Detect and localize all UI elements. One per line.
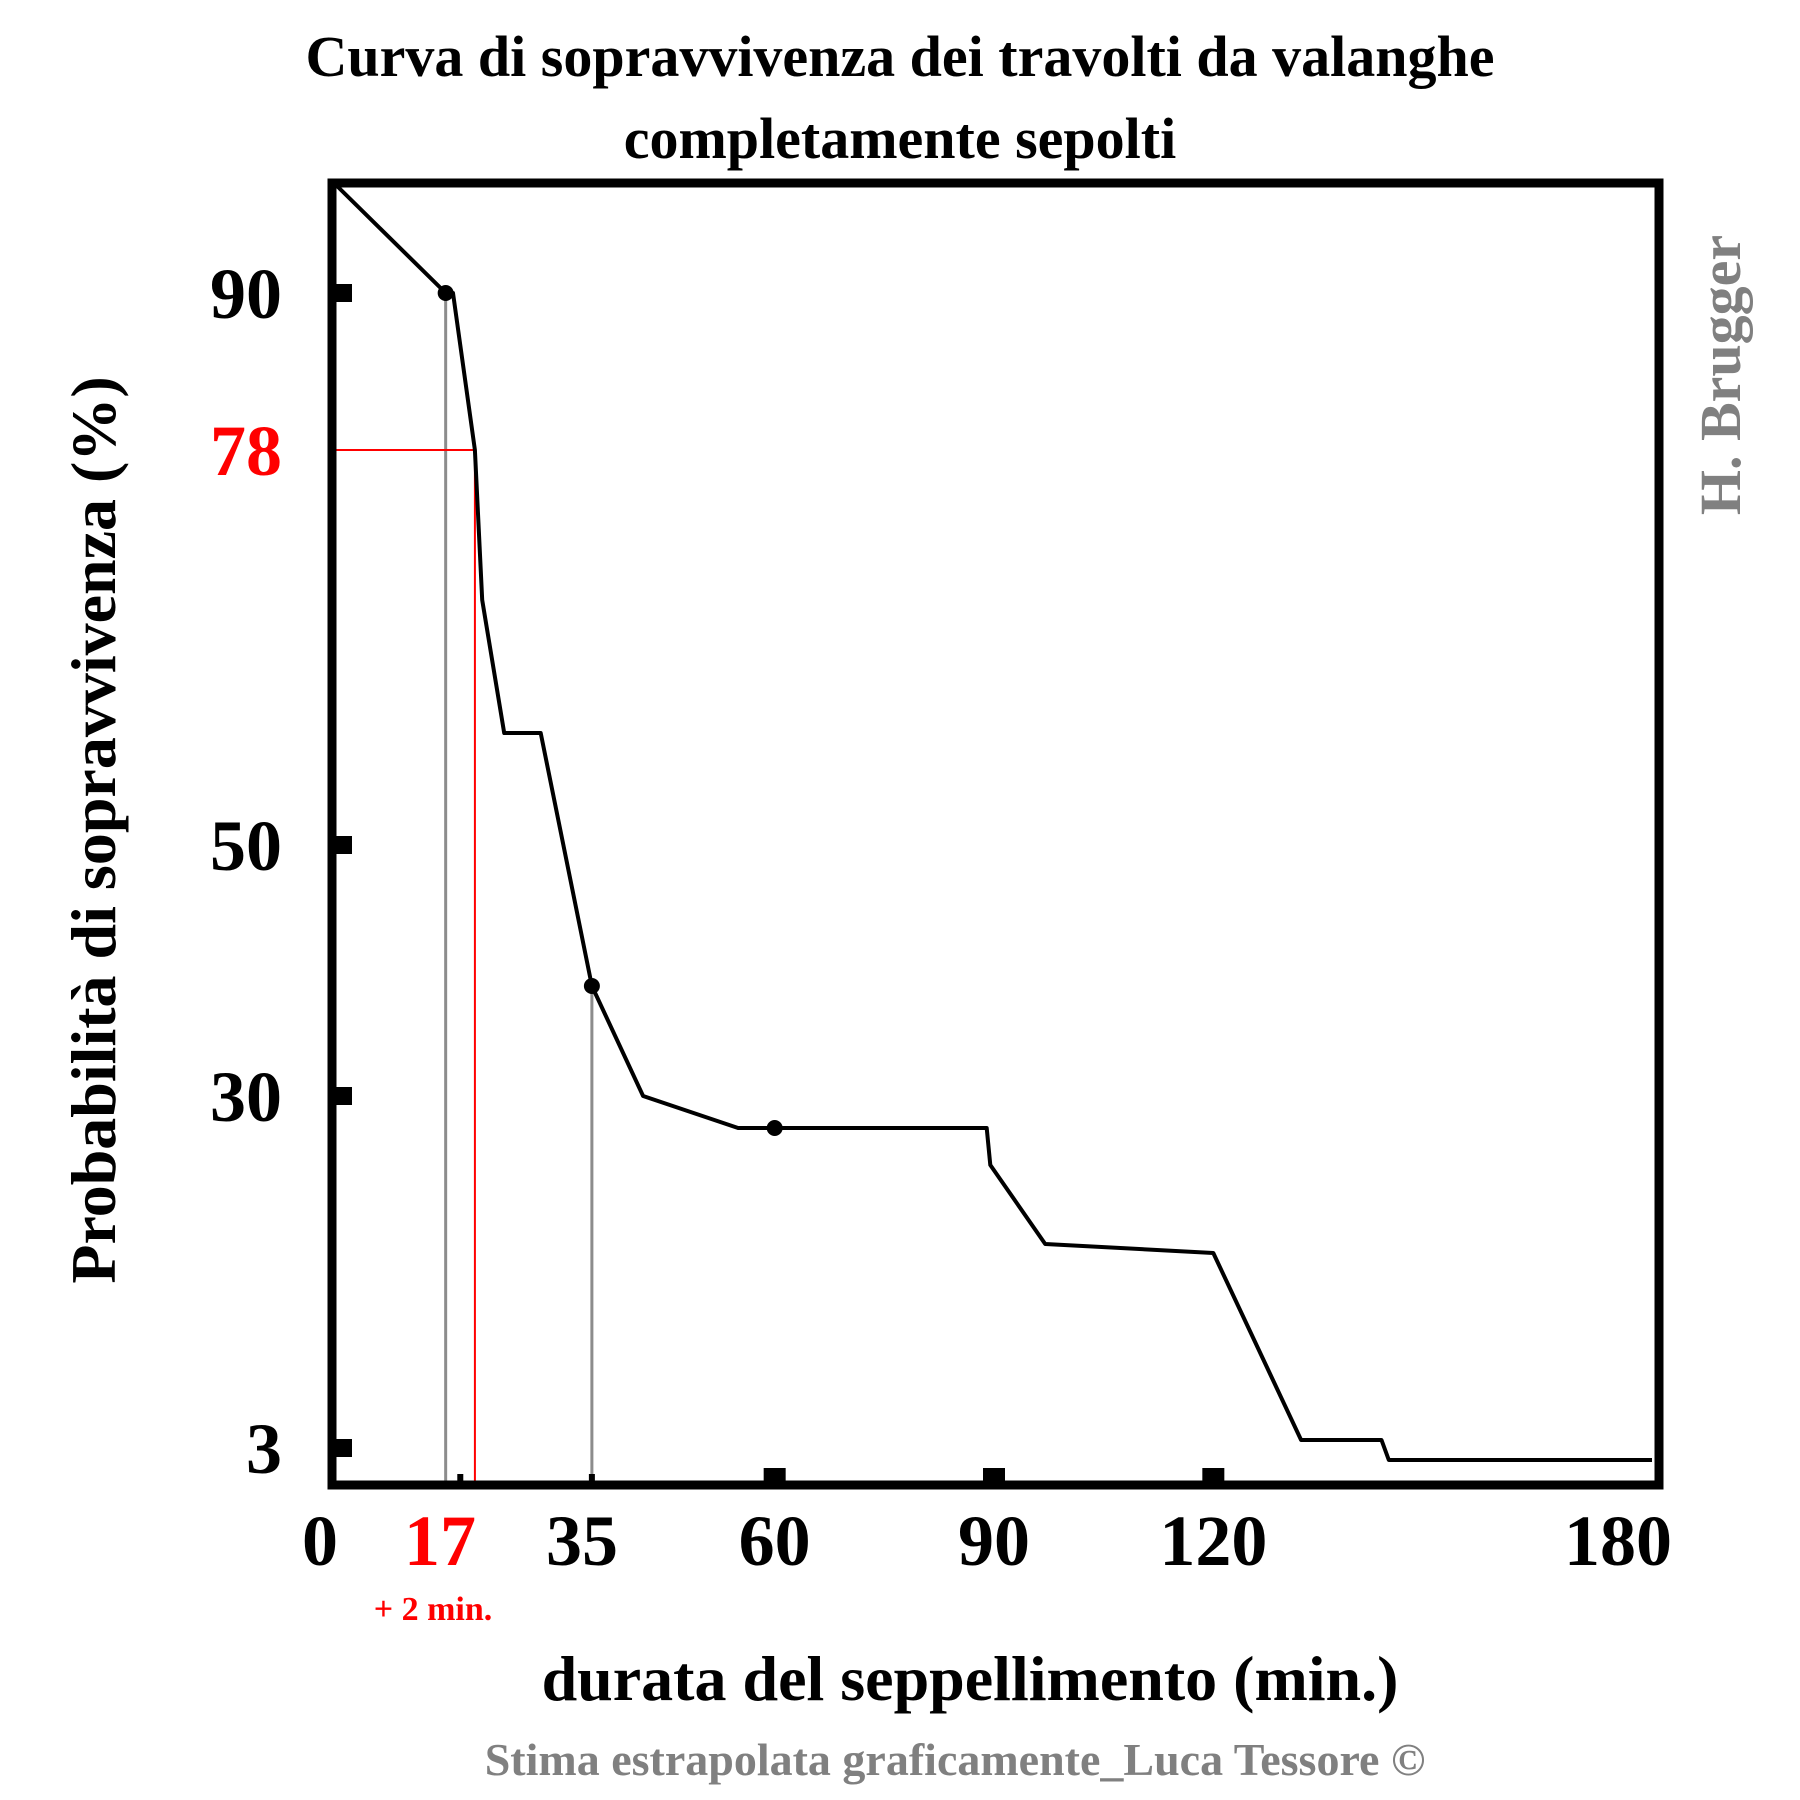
data-marker-0 [437, 285, 454, 301]
x-tick-label-60: 60 [739, 1501, 811, 1581]
y-tick-label-30: 30 [210, 1057, 282, 1137]
footnote: Stima estrapolata graficamente_Luca Tess… [485, 1734, 1426, 1785]
x-tick-label-90: 90 [958, 1501, 1030, 1581]
x-tick-mark-17 [457, 1474, 464, 1484]
chart-title-line-2: completamente sepolti [623, 106, 1177, 171]
survival-curve [334, 183, 1652, 1462]
author-credit: H. Brugger [1688, 235, 1753, 515]
y-tick-mark-90 [334, 284, 352, 302]
x-tick-mark-120 [1202, 1468, 1225, 1484]
y-tick-label-50: 50 [210, 806, 282, 886]
highlight-y-label: 78 [210, 411, 282, 491]
x-tick-label-180: 180 [1564, 1501, 1672, 1581]
x-tick-mark-35 [588, 1474, 595, 1484]
highlight-x-note: + 2 min. [374, 1591, 493, 1628]
x-tick-label-17: 17 [404, 1501, 476, 1581]
x-tick-mark-90 [983, 1468, 1005, 1484]
x-tick-mark-60 [763, 1468, 786, 1484]
chart-title-line-1: Curva di sopravvivenza dei travolti da v… [305, 24, 1495, 89]
x-tick-label-120: 120 [1159, 1501, 1267, 1581]
y-tick-mark-50 [334, 836, 352, 854]
y-tick-mark-3 [334, 1439, 352, 1457]
x-tick-label-35: 35 [546, 1501, 618, 1581]
plot-frame [327, 178, 1664, 1490]
data-marker-2 [766, 1120, 783, 1136]
y-tick-label-90: 90 [210, 254, 282, 334]
x-tick-label-0: 0 [302, 1501, 338, 1581]
y-tick-mark-30 [334, 1087, 352, 1105]
y-tick-label-3: 3 [246, 1409, 282, 1489]
data-marker-1 [583, 978, 600, 994]
x-axis-label: durata del seppellimento (min.) [542, 1643, 1399, 1714]
y-axis-label: Probabilità di sopravvivenza (%) [58, 376, 129, 1283]
